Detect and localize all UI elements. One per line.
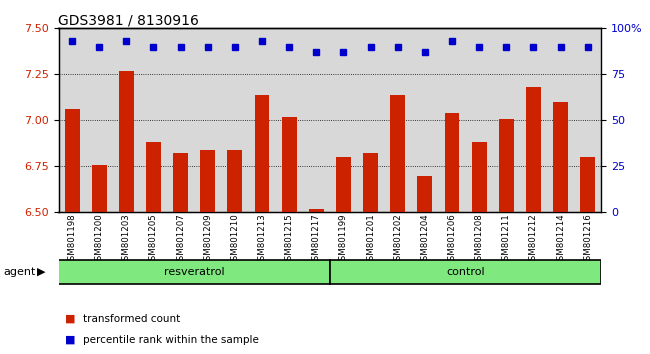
Text: ■: ■ xyxy=(65,314,75,324)
Text: ■: ■ xyxy=(65,335,75,345)
Text: control: control xyxy=(447,267,485,277)
Text: GSM801215: GSM801215 xyxy=(285,213,294,266)
Text: GSM801203: GSM801203 xyxy=(122,213,131,266)
Bar xyxy=(92,165,107,212)
Bar xyxy=(64,109,79,212)
Text: GSM801204: GSM801204 xyxy=(421,213,430,266)
Bar xyxy=(526,87,541,212)
Text: GSM801208: GSM801208 xyxy=(474,213,484,266)
Text: GSM801207: GSM801207 xyxy=(176,213,185,266)
Text: GSM801199: GSM801199 xyxy=(339,213,348,266)
Bar xyxy=(363,154,378,212)
Text: GDS3981 / 8130916: GDS3981 / 8130916 xyxy=(58,13,200,27)
Bar xyxy=(227,150,242,212)
Bar xyxy=(336,157,351,212)
Text: GSM801211: GSM801211 xyxy=(502,213,511,266)
Text: GSM801209: GSM801209 xyxy=(203,213,213,266)
Bar xyxy=(553,102,568,212)
Bar xyxy=(390,95,405,212)
Bar xyxy=(281,117,296,212)
Text: GSM801213: GSM801213 xyxy=(257,213,266,266)
Text: GSM801205: GSM801205 xyxy=(149,213,158,266)
Text: GSM801201: GSM801201 xyxy=(366,213,375,266)
Bar xyxy=(119,71,134,212)
Text: GSM801198: GSM801198 xyxy=(68,213,77,266)
Text: transformed count: transformed count xyxy=(83,314,181,324)
Text: ▶: ▶ xyxy=(37,267,46,277)
Text: GSM801214: GSM801214 xyxy=(556,213,565,266)
Text: percentile rank within the sample: percentile rank within the sample xyxy=(83,335,259,345)
Text: resveratrol: resveratrol xyxy=(164,267,224,277)
Bar xyxy=(146,142,161,212)
Text: agent: agent xyxy=(3,267,36,277)
Text: GSM801210: GSM801210 xyxy=(230,213,239,266)
Bar xyxy=(255,95,270,212)
Bar xyxy=(173,154,188,212)
Bar xyxy=(472,142,487,212)
Text: GSM801200: GSM801200 xyxy=(95,213,104,266)
Bar xyxy=(580,157,595,212)
Bar xyxy=(309,209,324,212)
Text: GSM801216: GSM801216 xyxy=(583,213,592,266)
Bar xyxy=(499,119,514,212)
Text: GSM801206: GSM801206 xyxy=(447,213,456,266)
Bar xyxy=(200,150,215,212)
Text: GSM801202: GSM801202 xyxy=(393,213,402,266)
FancyBboxPatch shape xyxy=(58,260,330,284)
Text: GSM801212: GSM801212 xyxy=(529,213,538,266)
FancyBboxPatch shape xyxy=(330,260,601,284)
Text: GSM801217: GSM801217 xyxy=(312,213,321,266)
Bar xyxy=(417,176,432,212)
Bar xyxy=(445,113,460,212)
